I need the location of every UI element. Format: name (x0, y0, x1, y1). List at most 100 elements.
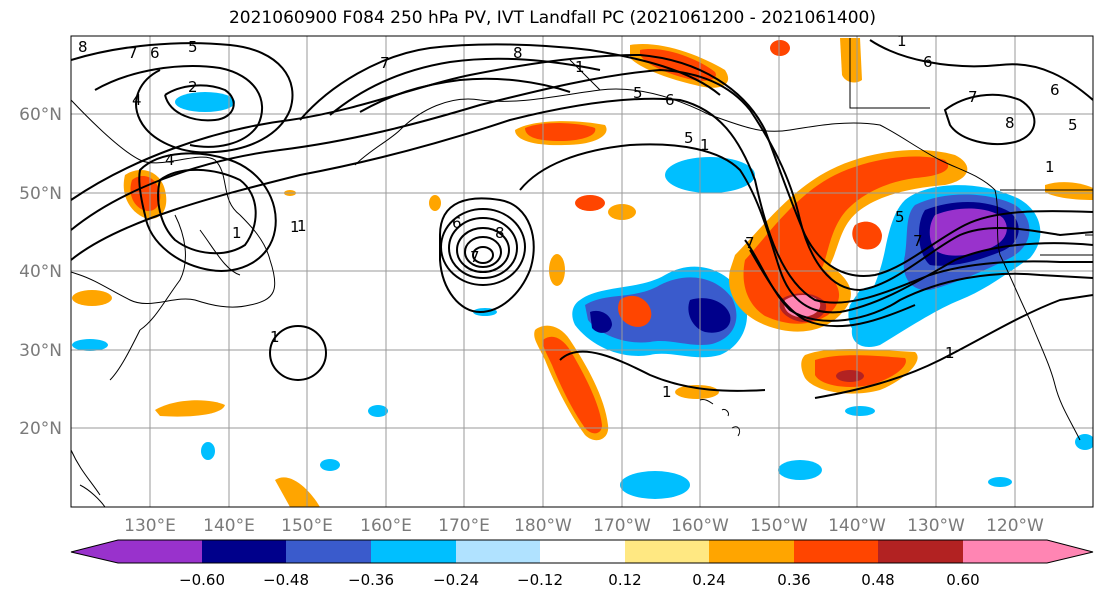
lon-label: 150°E (281, 516, 333, 536)
colorbar-segment (456, 540, 540, 563)
ivt-region-central-positive (618, 295, 652, 327)
colorbar-segment (625, 540, 709, 563)
pv-label: 1 (700, 136, 710, 154)
colorbar-outline (70, 539, 1094, 564)
ivt-spot-3 (778, 460, 822, 480)
coast-hawaii (699, 399, 741, 437)
map-title: 2021060900 F084 250 hPa PV, IVT Landfall… (228, 8, 876, 28)
pv-contour-low-3 (456, 227, 510, 273)
pv-label: 1 (270, 328, 280, 346)
colorbar-tick-label: −0.12 (517, 571, 563, 589)
ivt-spot-9 (845, 406, 875, 416)
ivt-region-dateline-red (542, 336, 602, 434)
pv-label: 1 (575, 58, 585, 76)
ivt-spot-5 (72, 339, 108, 351)
pv-label: 5 (895, 208, 905, 226)
pv-label: 4 (132, 91, 142, 109)
pv-contour-2 (71, 97, 1093, 304)
lon-label: 160°W (671, 516, 729, 536)
pv-contour-low-2 (464, 236, 502, 268)
ivt-region-subtropical-red (815, 355, 906, 387)
coast-alaska (399, 88, 941, 161)
lat-label: 30°N (19, 341, 62, 361)
pv-contour-labels: 8 7 6 5 2 4 4 7 8 5 6 5 7 1 1 1 1 6 7 8 … (78, 32, 1078, 401)
colorbar-tick-label: −0.48 (263, 571, 309, 589)
pv-contour-nw-3 (164, 84, 235, 122)
colorbar-tick-label: 0.12 (608, 571, 641, 589)
colorbar-segment (878, 540, 963, 563)
ivt-spot-10 (988, 477, 1012, 487)
pv-contours (71, 39, 1093, 399)
ivt-spot-7 (320, 459, 340, 471)
pv-contour-nw-1 (71, 42, 294, 154)
colorbar-segment (371, 540, 456, 563)
ivt-spot-6 (368, 405, 388, 417)
ivt-spot-darkred (836, 370, 864, 382)
pv-contour-east-1 (943, 93, 1036, 146)
pv-label: 5 (188, 38, 198, 56)
pv-contour-4 (299, 43, 721, 121)
colorbar-segment (202, 540, 286, 563)
ivt-spot-north-5 (575, 195, 605, 211)
pv-label: 7 (470, 248, 480, 266)
lat-label: 20°N (19, 419, 62, 439)
latitude-labels: 60°N 50°N 40°N 30°N 20°N (19, 105, 62, 439)
pv-label: 7 (380, 54, 390, 72)
pv-label: 6 (1050, 81, 1060, 99)
pv-label: 1 (897, 32, 907, 50)
pv-contour-1 (71, 68, 1093, 292)
pv-label: 5 (633, 84, 643, 102)
ivt-region-north-3 (840, 38, 862, 83)
ivt-region-south-west (275, 477, 320, 507)
lon-label: 170°W (593, 516, 651, 536)
pv-label: 1 (290, 218, 300, 236)
pv-label: 1 (1045, 158, 1055, 176)
lon-label: 130°E (124, 516, 176, 536)
colorbar-tick-label: −0.60 (179, 571, 225, 589)
pv-contour-low-1 (472, 246, 494, 264)
pv-contour-low-4 (448, 217, 518, 279)
ivt-region-central-pacific-darkblue-2 (590, 310, 612, 333)
lon-label: 150°W (750, 516, 808, 536)
ivt-spot-central-8 (549, 254, 565, 286)
pv-contour-east-2 (869, 39, 1093, 101)
pv-label: 5 (1068, 116, 1078, 134)
colorbar: −0.60 −0.48 −0.36 −0.24 −0.12 0.12 0.24 … (70, 539, 1094, 589)
colorbar-tick-label: 0.24 (692, 571, 725, 589)
lon-label: 120°W (986, 516, 1044, 536)
colorbar-tick-label: −0.36 (348, 571, 394, 589)
pv-contour-sub-2 (814, 294, 1093, 399)
pv-label: 7 (128, 44, 138, 62)
map-frame (70, 35, 1094, 508)
pv-label: 7 (745, 234, 755, 252)
coast-usa-border (1000, 189, 1093, 256)
ivt-region-subtropics-west (155, 400, 225, 417)
colorbar-segment (963, 540, 1047, 563)
colorbar-segment (709, 540, 794, 563)
ivt-spot-8 (201, 442, 215, 460)
ivt-region-central-pacific-darkblue-1 (688, 298, 731, 333)
ivt-spot-2 (665, 157, 755, 193)
lon-label: 160°E (360, 516, 412, 536)
pv-contour-sub-1 (559, 350, 766, 392)
pv-contour-asia-2 (157, 168, 257, 255)
ivt-spot-north-7 (429, 195, 441, 211)
pv-label: 7 (968, 88, 978, 106)
pv-label: 6 (452, 214, 462, 232)
pv-label: 6 (923, 53, 933, 71)
colorbar-segment (540, 540, 625, 563)
colorbar-tick-label: 0.48 (861, 571, 894, 589)
pv-label: 4 (165, 151, 175, 169)
pv-contour-3 (71, 53, 1093, 277)
pv-contour-asia-1 (138, 152, 277, 272)
pv-label: 8 (513, 44, 523, 62)
coast-japan (109, 214, 241, 381)
pv-contour-9 (749, 249, 916, 328)
pv-contour-6 (359, 77, 571, 113)
ivt-spot-north-4 (770, 40, 790, 56)
ivt-region-small-positive (852, 221, 882, 250)
ivt-region-east-edge (1045, 182, 1093, 200)
lon-label: 180°W (514, 516, 572, 536)
longitude-labels: 130°E 140°E 150°E 160°E 170°E 180°W 170°… (124, 516, 1044, 536)
